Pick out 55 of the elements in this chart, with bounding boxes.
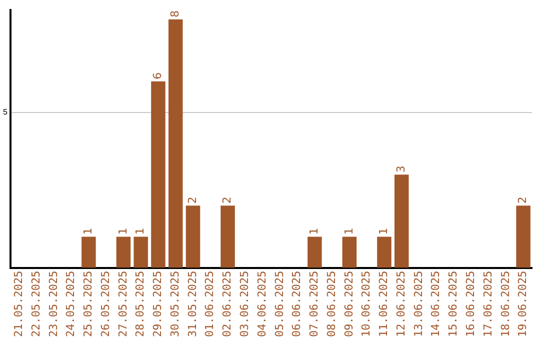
x-tick-label: 02.06.2025 xyxy=(220,270,234,338)
data-label: 3 xyxy=(394,166,408,173)
x-tick-label: 30.05.2025 xyxy=(168,270,182,338)
x-tick-label: 13.06.2025 xyxy=(412,270,425,338)
data-label: 2 xyxy=(220,196,234,204)
x-tick-label: 21.05.2025 xyxy=(12,270,25,338)
bar xyxy=(308,236,322,268)
x-tick-label: 28.05.2025 xyxy=(134,270,147,338)
x-tick-label: 29.05.2025 xyxy=(151,270,164,338)
data-label: 2 xyxy=(516,196,530,204)
data-label: 1 xyxy=(116,228,130,235)
x-tick-label: 12.06.2025 xyxy=(394,270,408,338)
bar xyxy=(342,236,357,268)
data-label: 1 xyxy=(308,228,321,235)
bar xyxy=(82,236,96,268)
bar xyxy=(168,19,183,268)
x-tick-label: 27.05.2025 xyxy=(116,270,130,338)
x-tick-label: 11.06.2025 xyxy=(377,270,390,338)
x-tick-label: 31.05.2025 xyxy=(186,270,199,338)
x-tick-label: 25.05.2025 xyxy=(82,270,95,338)
data-label: 1 xyxy=(134,228,147,235)
bar xyxy=(516,206,530,268)
x-tick-label: 05.06.2025 xyxy=(272,270,286,338)
data-label: 6 xyxy=(151,72,164,80)
x-tick-label: 14.06.2025 xyxy=(429,270,442,338)
bar xyxy=(134,236,148,268)
x-tick-label: 19.06.2025 xyxy=(516,270,530,338)
x-tick-label: 18.06.2025 xyxy=(498,270,512,338)
bar xyxy=(186,206,200,268)
data-label: 2 xyxy=(186,196,199,204)
data-label: 8 xyxy=(168,10,182,18)
x-tick-label: 23.05.2025 xyxy=(46,270,60,338)
data-label: 1 xyxy=(82,228,95,235)
x-tick-label: 22.05.2025 xyxy=(29,270,42,338)
bar xyxy=(116,236,131,268)
x-tick-label: 08.06.2025 xyxy=(324,270,338,338)
x-tick-label: 24.05.2025 xyxy=(64,270,78,338)
x-tick-label: 04.06.2025 xyxy=(255,270,268,338)
bar xyxy=(151,81,166,268)
data-label: 1 xyxy=(377,228,390,235)
x-tick-label: 26.05.2025 xyxy=(98,270,112,338)
x-tick-label: 07.06.2025 xyxy=(308,270,321,338)
x-tick-label: 15.06.2025 xyxy=(446,270,460,338)
x-tick-label: 03.06.2025 xyxy=(238,270,252,338)
x-tick-label: 06.06.2025 xyxy=(290,270,304,338)
x-tick-label: 09.06.2025 xyxy=(342,270,356,338)
x-tick-label: 16.06.2025 xyxy=(464,270,478,338)
bar xyxy=(377,236,392,268)
y-tick-label: 5 xyxy=(2,108,8,117)
bar xyxy=(220,206,235,268)
data-label: 1 xyxy=(342,228,356,235)
x-tick-label: 01.06.2025 xyxy=(203,270,216,338)
x-tick-label: 17.06.2025 xyxy=(481,270,494,338)
x-tick-label: 10.06.2025 xyxy=(360,270,373,338)
bar xyxy=(394,174,409,268)
